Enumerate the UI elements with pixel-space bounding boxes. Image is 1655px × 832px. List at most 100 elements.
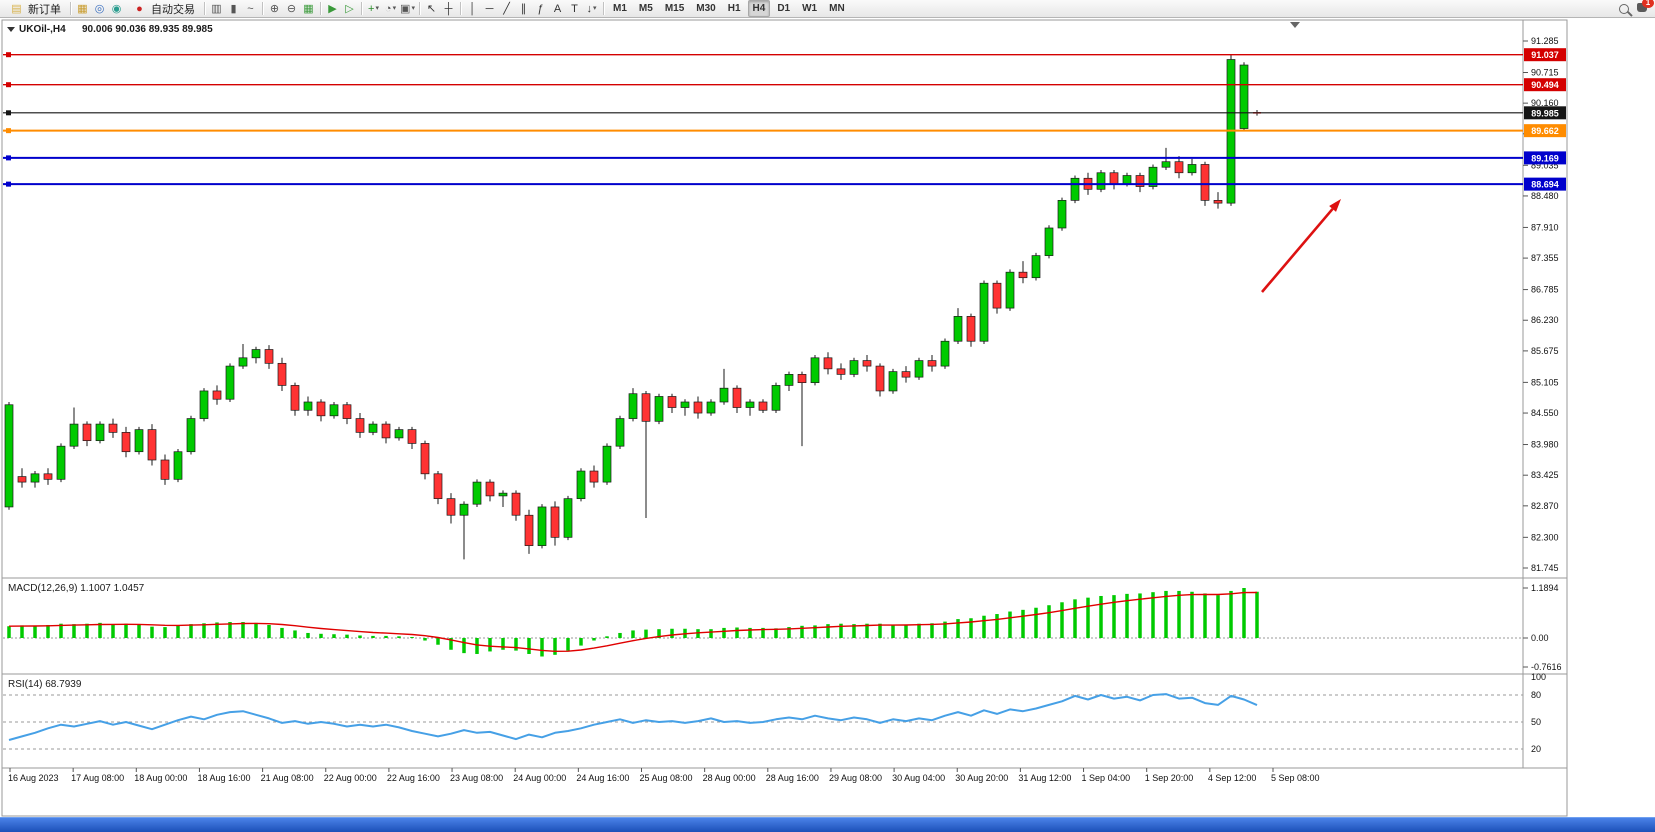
templates-icon[interactable]: ▣ ▾ xyxy=(400,2,415,15)
tile-windows-icon[interactable]: ▦ xyxy=(303,2,314,15)
candle-body xyxy=(355,418,365,433)
text-icon[interactable]: A xyxy=(553,2,562,15)
auto-scroll-icon[interactable]: ▶ xyxy=(328,2,337,15)
hline-handle[interactable] xyxy=(6,128,11,134)
crosshair-icon[interactable]: ┼ xyxy=(444,2,453,15)
candle-body xyxy=(1057,200,1067,229)
price-axis-label: 86.230 xyxy=(1531,315,1559,325)
vertical-line-icon[interactable]: │ xyxy=(469,2,476,15)
time-axis-label: 30 Aug 04:00 xyxy=(892,773,945,783)
candle-body xyxy=(342,404,352,419)
profiles-icon[interactable]: ◎ xyxy=(94,2,105,15)
new-chart-icon[interactable]: ▦ xyxy=(77,2,88,15)
trendline-icon[interactable]: ╱ xyxy=(503,2,510,15)
time-axis-label: 31 Aug 12:00 xyxy=(1018,773,1071,783)
candle-body xyxy=(108,423,118,433)
candle-body xyxy=(1161,161,1171,168)
bar-chart-icon[interactable]: ▥ xyxy=(211,2,222,15)
candle-body xyxy=(797,374,807,384)
taskbar[interactable] xyxy=(0,817,1655,832)
candle-body xyxy=(1174,161,1184,174)
candle-body xyxy=(836,368,846,375)
zoom-out-icon[interactable]: ⊖ xyxy=(286,2,297,15)
candle-body xyxy=(1213,200,1223,204)
horizontal-line-icon[interactable]: ─ xyxy=(485,2,494,15)
chart-shift-icon[interactable]: ▷ xyxy=(345,2,354,15)
candle-body xyxy=(810,357,820,384)
hline-handle[interactable] xyxy=(6,155,11,161)
time-axis-label: 28 Aug 00:00 xyxy=(703,773,756,783)
timeframe-m30[interactable]: M30 xyxy=(696,3,716,14)
price-axis-label: 83.980 xyxy=(1531,440,1559,450)
candle-body xyxy=(1148,166,1158,187)
candle-body xyxy=(316,401,326,417)
timeframe-d1[interactable]: D1 xyxy=(777,3,791,14)
chevron-down-icon: ▾ xyxy=(392,4,397,12)
line-chart-icon[interactable]: ~ xyxy=(247,2,254,15)
text-label-icon[interactable]: T xyxy=(571,2,578,15)
notifications-wrap[interactable]: 1 xyxy=(1637,0,1654,15)
auto-trading-button-label: 自动交易 xyxy=(151,3,195,16)
candle-body xyxy=(1200,164,1210,201)
candle-body xyxy=(758,401,768,411)
zoom-in-icon[interactable]: ⊕ xyxy=(269,2,280,15)
hline-handle[interactable] xyxy=(6,181,11,187)
notifications-icon[interactable] xyxy=(1637,2,1647,12)
candle-body xyxy=(979,282,989,342)
trend-arrow-shaft[interactable] xyxy=(1261,208,1334,293)
auto-trading-icon: ● xyxy=(136,2,143,15)
new-order-icon: ▤ xyxy=(11,2,22,15)
candle-body xyxy=(82,423,92,442)
price-tag xyxy=(1524,48,1566,62)
trend-arrow-head[interactable] xyxy=(1329,199,1341,212)
hline-handle[interactable] xyxy=(6,52,11,58)
indicators-icon[interactable]: + ▾ xyxy=(368,2,379,15)
hline-handle[interactable] xyxy=(6,110,11,116)
toolbar-right: 1 xyxy=(1619,0,1654,15)
rsi-label: RSI(14) 68.7939 xyxy=(8,679,82,690)
auto-trading-button[interactable]: ● 自动交易 xyxy=(125,0,201,18)
rsi-axis-label: 20 xyxy=(1531,744,1541,754)
timeframe-h1[interactable]: H1 xyxy=(727,3,741,14)
time-axis-label: 22 Aug 16:00 xyxy=(387,773,440,783)
candle-body xyxy=(368,423,378,433)
candle-body xyxy=(1109,172,1119,185)
chevron-down-icon: ▾ xyxy=(375,4,379,12)
candle-body xyxy=(1096,172,1106,190)
timeframe-m15[interactable]: M15 xyxy=(664,3,685,14)
search-icon[interactable] xyxy=(1619,3,1629,14)
candle-body xyxy=(56,445,66,480)
hline-handle[interactable] xyxy=(6,82,11,88)
price-tag xyxy=(1524,106,1566,120)
new-order-button[interactable]: ▤ 新订单 xyxy=(2,0,67,18)
price-axis-label: 84.550 xyxy=(1531,408,1559,418)
channel-icon[interactable]: ∥ xyxy=(520,2,527,15)
market-watch-icon[interactable]: ◉ xyxy=(111,2,122,15)
timeframe-mn[interactable]: MN xyxy=(829,3,845,14)
candle-body xyxy=(121,432,131,453)
candle-body xyxy=(303,401,313,411)
fibonacci-icon[interactable]: ƒ xyxy=(537,2,544,15)
candle-body xyxy=(69,423,79,447)
price-tag-label: 89.662 xyxy=(1531,126,1559,136)
timeframe-m5[interactable]: M5 xyxy=(638,3,653,14)
periods-icon[interactable]: ◔ ▾ xyxy=(384,2,397,15)
rsi-axis-label: 80 xyxy=(1531,690,1541,700)
candle-body xyxy=(901,371,911,378)
candle-body xyxy=(745,401,755,408)
new-order-button-label: 新订单 xyxy=(28,3,61,16)
timeframe-m1[interactable]: M1 xyxy=(613,3,627,14)
rsi-line xyxy=(8,693,1258,741)
time-axis-label: 29 Aug 08:00 xyxy=(829,773,882,783)
timeframe-h4[interactable]: H4 xyxy=(747,0,771,17)
chart-shift-marker[interactable] xyxy=(1290,22,1300,28)
arrows-icon[interactable]: ↓ ▾ xyxy=(586,2,597,15)
candle-body xyxy=(173,451,183,480)
timeframe-w1[interactable]: W1 xyxy=(802,3,818,14)
time-axis-label: 18 Aug 16:00 xyxy=(197,773,250,783)
symbol-dropdown-icon[interactable] xyxy=(7,27,15,32)
candlestick-chart-icon[interactable]: ▮ xyxy=(230,2,237,15)
price-axis-label: 81.745 xyxy=(1531,563,1559,573)
cursor-icon[interactable]: ↖ xyxy=(426,2,437,15)
